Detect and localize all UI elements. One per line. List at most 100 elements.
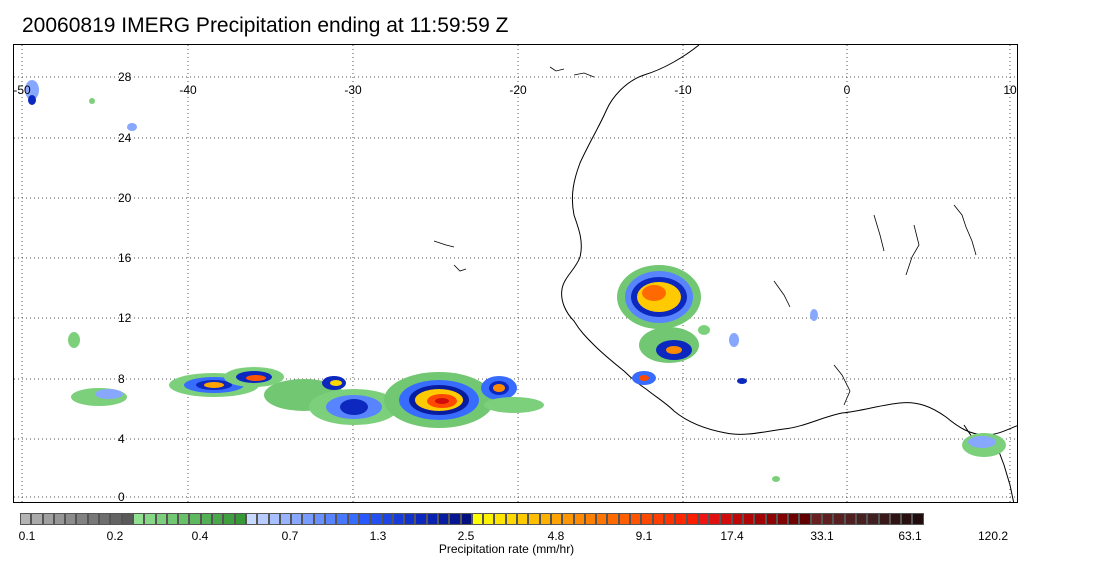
colorbar-swatch xyxy=(53,513,66,525)
colorbar-tick: 0.2 xyxy=(106,529,124,543)
colorbar-swatch xyxy=(539,513,551,525)
lon-label: -50 xyxy=(13,83,31,97)
colorbar-swatch xyxy=(731,513,743,525)
lon-label: -30 xyxy=(344,83,362,97)
colorbar-swatch xyxy=(313,513,326,525)
colorbar-tick: 0.7 xyxy=(281,529,299,543)
colorbar-swatch xyxy=(709,513,721,525)
colorbar-swatch xyxy=(336,513,348,525)
colorbar-swatch xyxy=(788,513,800,525)
colorbar-swatch xyxy=(663,513,676,525)
colorbar-swatch xyxy=(20,513,32,525)
colorbar-swatch xyxy=(437,513,450,525)
colorbar-tick: 0.1 xyxy=(18,529,36,543)
colorbar-tick: 120.2 xyxy=(977,529,1009,543)
colorbar-swatch xyxy=(912,513,924,525)
colorbar-swatch xyxy=(776,513,789,525)
colorbar-swatch xyxy=(584,513,597,525)
colorbar-swatch xyxy=(675,513,687,525)
lon-label: -20 xyxy=(509,83,527,97)
colorbar-swatch xyxy=(381,513,393,525)
lat-label: 24 xyxy=(118,131,132,145)
colorbar-swatch xyxy=(697,513,710,525)
colorbar-swatch xyxy=(166,513,179,525)
coastline-west-africa xyxy=(561,45,1017,436)
precipitation-field xyxy=(25,80,1006,482)
lat-label: 16 xyxy=(118,251,132,265)
map-canvas xyxy=(14,45,1017,502)
colorbar-tick: 1.3 xyxy=(369,529,387,543)
colorbar-swatch xyxy=(76,513,88,525)
lon-label: 10 xyxy=(1003,83,1017,97)
colorbar-swatch xyxy=(743,513,755,525)
colorbar-swatch xyxy=(223,513,235,525)
inland-water-outlines xyxy=(433,66,977,406)
colorbar-swatch xyxy=(291,513,303,525)
colorbar-swatch xyxy=(630,513,642,525)
colorbar-swatch xyxy=(415,513,427,525)
colorbar-swatch xyxy=(686,513,698,525)
colorbar-swatch xyxy=(268,513,280,525)
colorbar-swatch xyxy=(867,513,879,525)
colorbar-swatch xyxy=(87,513,100,525)
lat-label: 8 xyxy=(118,372,125,386)
colorbar-swatch xyxy=(607,513,619,525)
colorbar-swatch xyxy=(901,513,913,525)
colorbar-tick: 9.1 xyxy=(635,529,653,543)
colorbar-swatch xyxy=(370,513,382,525)
colorbar-swatch xyxy=(31,513,43,525)
colorbar-tick: 4.8 xyxy=(547,529,565,543)
colorbar-swatch xyxy=(652,513,664,525)
colorbar-swatch xyxy=(562,513,574,525)
lon-label: -10 xyxy=(674,83,692,97)
colorbar-label: Precipitation rate (mm/hr) xyxy=(438,542,575,556)
colorbar-swatch xyxy=(460,513,472,525)
colorbar-tick: 63.1 xyxy=(898,529,922,543)
colorbar-swatch xyxy=(155,513,167,525)
colorbar-swatch xyxy=(494,513,506,525)
lon-label: -40 xyxy=(179,83,197,97)
colorbar-swatch xyxy=(404,513,416,525)
colorbar-swatch xyxy=(426,513,438,525)
graticule xyxy=(14,45,1017,502)
colorbar-swatch xyxy=(65,513,77,525)
colorbar-swatch xyxy=(279,513,292,525)
colorbar xyxy=(20,513,924,525)
colorbar-swatch xyxy=(844,513,856,525)
colorbar-swatch xyxy=(483,513,495,525)
lat-label: 4 xyxy=(118,432,125,446)
colorbar-swatch xyxy=(596,513,608,525)
colorbar-swatch xyxy=(189,513,201,525)
colorbar-swatch xyxy=(505,513,518,525)
colorbar-swatch xyxy=(878,513,890,525)
colorbar-tick: 2.5 xyxy=(457,529,475,543)
colorbar-swatch xyxy=(132,513,145,525)
colorbar-swatch xyxy=(347,513,359,525)
colorbar-swatch xyxy=(754,513,766,525)
colorbar-swatch xyxy=(99,513,111,525)
colorbar-swatch xyxy=(799,513,811,525)
colorbar-swatch xyxy=(720,513,732,525)
colorbar-swatch xyxy=(234,513,246,525)
lon-label: 0 xyxy=(843,83,851,97)
lat-label: 20 xyxy=(118,191,132,205)
precipitation-map: -50 -40 -30 -20 -10 0 10 0 4 8 12 16 20 … xyxy=(13,44,1018,503)
colorbar-swatch xyxy=(212,513,224,525)
lat-label: 28 xyxy=(118,70,132,84)
colorbar-swatch xyxy=(765,513,777,525)
colorbar-swatch xyxy=(889,513,902,525)
map-title: 20060819 IMERG Precipitation ending at 1… xyxy=(22,14,509,37)
colorbar-swatch xyxy=(110,513,122,525)
colorbar-swatch xyxy=(855,513,868,525)
colorbar-swatch xyxy=(144,513,156,525)
colorbar-swatch xyxy=(245,513,258,525)
colorbar-swatch xyxy=(641,513,653,525)
colorbar-tick: 0.4 xyxy=(191,529,209,543)
colorbar-swatch xyxy=(325,513,337,525)
colorbar-swatch xyxy=(449,513,461,525)
colorbar-swatch xyxy=(810,513,823,525)
colorbar-swatch xyxy=(618,513,631,525)
colorbar-swatch xyxy=(822,513,834,525)
colorbar-swatch xyxy=(257,513,269,525)
lat-label: 0 xyxy=(118,490,125,503)
